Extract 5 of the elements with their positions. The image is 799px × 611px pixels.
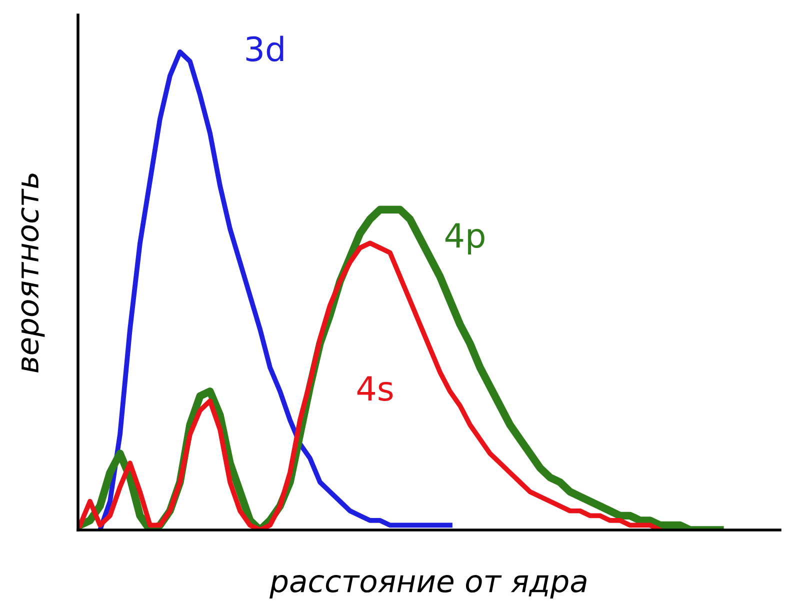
- x-axis-title: расстояние от ядра: [270, 574, 586, 598]
- series-label: 4p: [445, 223, 484, 254]
- series-label: 4s: [357, 376, 393, 401]
- y-axis-title: вероятность: [21, 174, 45, 373]
- series-label: 3d: [246, 36, 284, 62]
